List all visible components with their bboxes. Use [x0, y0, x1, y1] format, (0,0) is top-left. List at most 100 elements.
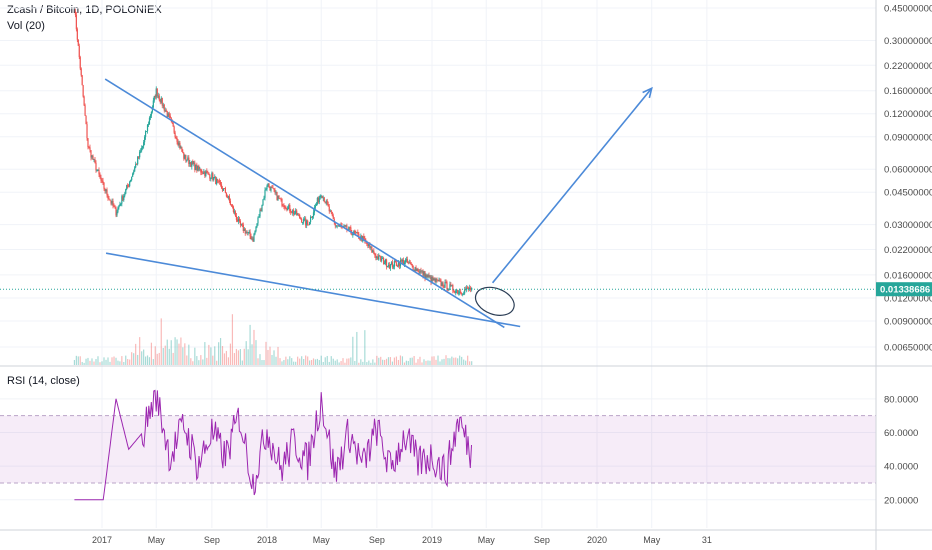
candle-body	[258, 216, 260, 218]
candle-body	[331, 212, 333, 216]
volume-bar	[283, 360, 285, 365]
volume-bar	[336, 359, 338, 365]
candle-body	[144, 136, 146, 143]
volume-bar	[273, 350, 275, 365]
candle-body	[263, 197, 265, 200]
candle-body	[82, 85, 84, 97]
candle-body	[470, 287, 472, 290]
candle-body	[419, 270, 421, 273]
candle-body	[417, 268, 419, 272]
volume-bar	[202, 359, 204, 365]
volume-bar	[257, 358, 259, 365]
candle-body	[138, 156, 140, 158]
volume-bar	[265, 341, 267, 365]
volume-bar	[320, 355, 322, 365]
candle-body	[163, 104, 165, 111]
candle-body	[466, 287, 468, 291]
volume-bar	[370, 362, 372, 365]
candle-body	[386, 266, 389, 268]
candle-body	[213, 177, 215, 180]
candle-body	[301, 219, 303, 223]
volume-bar	[401, 356, 404, 365]
candle-body	[103, 182, 105, 189]
candle-body	[410, 263, 412, 265]
candle-body	[378, 255, 380, 260]
price-tick-label: 0.00900000	[884, 316, 932, 327]
candle-body	[169, 115, 171, 118]
x-tick-label: 2020	[587, 535, 607, 545]
rsi-line	[74, 389, 472, 501]
candle-body	[119, 204, 121, 206]
candle-body	[191, 160, 193, 167]
volume-bar	[465, 360, 467, 365]
volume-bar	[376, 355, 378, 365]
volume-bar	[259, 354, 261, 365]
candle-body	[445, 281, 447, 283]
candle-body	[249, 231, 251, 237]
trendline[interactable]	[104, 78, 505, 329]
volume-bar	[194, 347, 196, 365]
rsi-legend-text: RSI (14, close)	[7, 375, 80, 387]
candle-body	[353, 230, 355, 234]
candle-body	[290, 211, 292, 213]
candle-body	[253, 234, 255, 242]
volume-bar	[437, 355, 439, 365]
candle-body	[295, 210, 297, 214]
candle-body	[398, 262, 401, 267]
candle-body	[158, 95, 160, 100]
candle-body	[251, 238, 253, 240]
trendline[interactable]	[105, 252, 521, 328]
candle-body	[224, 188, 227, 193]
candle-body	[88, 147, 90, 148]
candle-body	[77, 39, 79, 46]
volume-bar	[291, 358, 293, 365]
candle-body	[402, 259, 405, 265]
candle-body	[279, 198, 281, 200]
trendline[interactable]	[491, 87, 653, 284]
candle-body	[335, 225, 337, 227]
candle-body	[145, 131, 148, 132]
candle-body	[356, 232, 358, 233]
candle-body	[110, 200, 112, 204]
volume-bar	[383, 359, 386, 365]
price-tick-label: 0.12000000	[884, 109, 932, 120]
candle-body	[210, 178, 212, 180]
candle-body	[95, 162, 97, 171]
candle-body	[99, 174, 101, 178]
candle-body	[137, 156, 139, 165]
candle-body	[197, 165, 199, 171]
candle-body	[236, 219, 239, 222]
candle-body	[165, 110, 167, 112]
last-price-label: 0.01338686	[880, 285, 930, 296]
candle-body	[328, 206, 330, 212]
candle-body	[102, 180, 104, 183]
candle-body	[413, 269, 415, 271]
candle-body	[323, 197, 325, 203]
candle-body	[217, 179, 219, 181]
candle-body	[299, 214, 301, 219]
candle-body	[225, 192, 228, 197]
candle-body	[180, 147, 182, 149]
candle-body	[408, 262, 410, 264]
candle-body	[252, 238, 254, 242]
candle-body	[79, 57, 81, 69]
volume-bar	[382, 359, 384, 365]
trendlines[interactable]	[104, 78, 653, 329]
price-tick-label: 0.45000000	[884, 4, 932, 15]
candle-body	[94, 159, 96, 163]
volume-bar	[409, 357, 411, 365]
volume-bar	[419, 356, 421, 365]
candle-body	[157, 95, 159, 97]
volume-bar	[204, 342, 206, 365]
volume-bar	[81, 361, 83, 365]
volume-bar	[221, 346, 224, 365]
volume-bar	[225, 350, 228, 365]
volume-bar	[117, 360, 119, 365]
candle-body	[149, 115, 152, 118]
candle-body	[276, 191, 278, 200]
candle-body	[81, 75, 83, 86]
volume-bar	[186, 355, 188, 365]
volume-bar	[334, 360, 336, 365]
candle-body	[87, 138, 89, 148]
